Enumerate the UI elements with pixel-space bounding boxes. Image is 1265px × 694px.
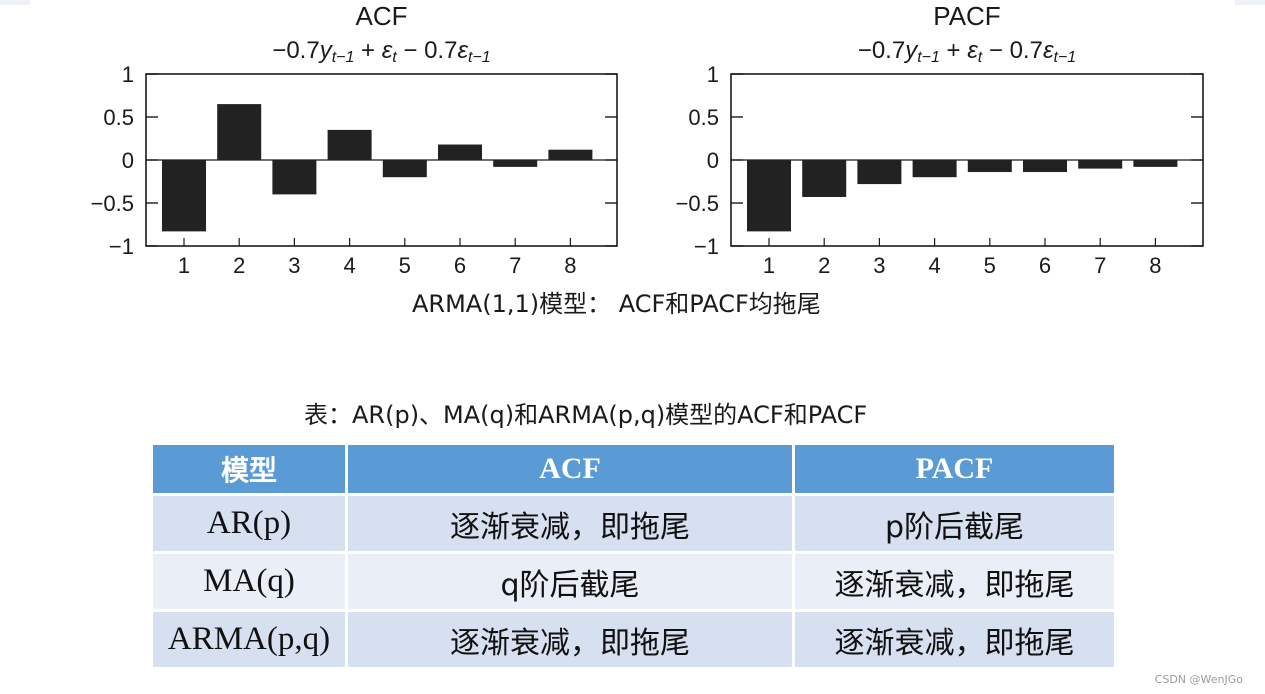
row-ma-acf: q阶后截尾 bbox=[345, 551, 795, 612]
acf-pacf-charts: ACF −0.7yt−1 + εt − 0.7εt−1 1 0.5 0 −0.5 −1 1 2 3… bbox=[91, 1, 1204, 278]
table-row: AR(p) 逐渐衰减，即拖尾 p阶后截尾 bbox=[150, 493, 1117, 554]
acf-xtick-label: 6 bbox=[454, 253, 466, 278]
acf-ytick-label: 0 bbox=[122, 148, 134, 173]
acf-bar bbox=[548, 149, 593, 160]
row-ma-pacf: 逐渐衰减，即拖尾 bbox=[792, 551, 1117, 612]
pacf-bar bbox=[747, 160, 791, 232]
row-arma-pacf: 逐渐衰减，即拖尾 bbox=[792, 609, 1117, 670]
acf-chart-title: ACF bbox=[356, 1, 408, 31]
pacf-ytick-label: −0.5 bbox=[676, 191, 719, 216]
header-model: 模型 bbox=[150, 442, 348, 496]
pacf-xtick-label: 3 bbox=[873, 253, 885, 278]
acf-xtick-label: 1 bbox=[178, 253, 190, 278]
row-arma-model: ARMA(p,q) bbox=[150, 609, 348, 670]
table-caption: 表：AR(p)、MA(q)和ARMA(p,q)模型的ACF和PACF bbox=[304, 401, 868, 429]
acf-xtick-label: 4 bbox=[343, 253, 355, 278]
pacf-xtick-label: 8 bbox=[1149, 253, 1161, 278]
header-acf: ACF bbox=[345, 442, 795, 496]
acf-bar bbox=[382, 160, 427, 178]
row-ar-pacf: p阶后截尾 bbox=[792, 493, 1117, 554]
pacf-chart-subtitle: −0.7yt−1 + εt − 0.7εt−1 bbox=[858, 37, 1076, 66]
watermark: CSDN @WenJGo bbox=[1154, 673, 1243, 686]
pacf-chart-title: PACF bbox=[933, 1, 1000, 31]
acf-xtick-label: 3 bbox=[288, 253, 300, 278]
chart-caption: ARMA(1,1)模型： ACF和PACF均拖尾 bbox=[412, 290, 821, 318]
row-arma-acf: 逐渐衰减，即拖尾 bbox=[345, 609, 795, 670]
acf-bar bbox=[438, 144, 482, 160]
acf-chart-subtitle: −0.7yt−1 + εt − 0.7εt−1 bbox=[272, 37, 490, 66]
top-left-corner-artifact bbox=[0, 0, 30, 5]
pacf-ytick-label: 0.5 bbox=[688, 105, 719, 130]
pacf-xtick-label: 1 bbox=[763, 253, 775, 278]
table-row: ARMA(p,q) 逐渐衰减，即拖尾 逐渐衰减，即拖尾 bbox=[150, 609, 1117, 670]
acf-xtick-label: 7 bbox=[509, 253, 521, 278]
row-ar-acf: 逐渐衰减，即拖尾 bbox=[345, 493, 795, 554]
acf-xtick-label: 8 bbox=[564, 253, 576, 278]
acf-bar bbox=[327, 129, 372, 160]
pacf-xtick-label: 4 bbox=[928, 253, 940, 278]
header-pacf: PACF bbox=[792, 442, 1117, 496]
pacf-xtick-label: 5 bbox=[984, 253, 996, 278]
acf-xtick-label: 2 bbox=[233, 253, 245, 278]
pacf-bar bbox=[967, 160, 1012, 173]
pacf-xtick-label: 2 bbox=[818, 253, 830, 278]
pacf-ytick-label: 1 bbox=[707, 62, 719, 87]
acf-bar bbox=[162, 160, 206, 232]
pacf-bar bbox=[1023, 160, 1067, 173]
pacf-bar bbox=[912, 160, 957, 178]
acf-ytick-label: −1 bbox=[109, 234, 134, 259]
acf-ytick-label: 0.5 bbox=[103, 105, 134, 130]
pacf-bar bbox=[1078, 160, 1123, 169]
pacf-ytick-label: 0 bbox=[707, 148, 719, 173]
pacf-bar bbox=[857, 160, 902, 185]
acf-ytick-label: −0.5 bbox=[91, 191, 134, 216]
acf-xtick-label: 5 bbox=[399, 253, 411, 278]
acf-bar bbox=[217, 104, 262, 160]
pacf-bar bbox=[802, 160, 847, 197]
pacf-xtick-label: 7 bbox=[1094, 253, 1106, 278]
row-ma-model: MA(q) bbox=[150, 551, 348, 612]
acf-ytick-label: 1 bbox=[122, 62, 134, 87]
row-ar-model: AR(p) bbox=[150, 493, 348, 554]
acf-bar bbox=[272, 160, 317, 195]
table-header-row: 模型 ACF PACF bbox=[150, 442, 1117, 496]
table-row: MA(q) q阶后截尾 逐渐衰减，即拖尾 bbox=[150, 551, 1117, 612]
acf-bar bbox=[493, 160, 538, 167]
top-right-corner-artifact bbox=[1235, 0, 1265, 5]
pacf-xtick-label: 6 bbox=[1039, 253, 1051, 278]
pacf-ytick-label: −1 bbox=[694, 234, 719, 259]
pacf-bar bbox=[1133, 160, 1178, 167]
acf-pacf-model-table: 模型 ACF PACF AR(p) 逐渐衰减，即拖尾 p阶后截尾 MA(q) q… bbox=[150, 442, 1117, 670]
